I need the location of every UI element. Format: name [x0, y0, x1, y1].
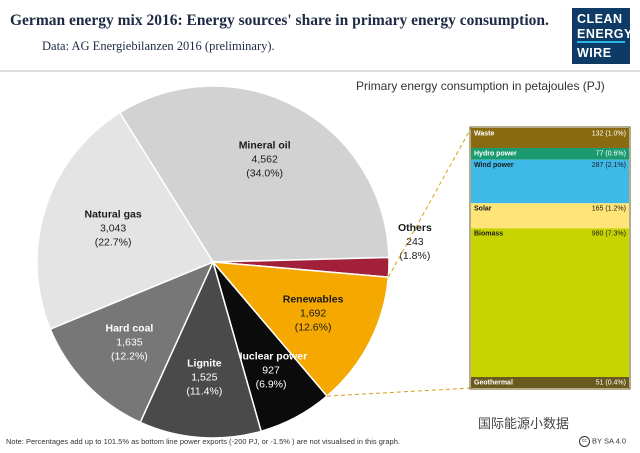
pie-label-mineral-oil-pct: (34.0%)	[246, 168, 283, 180]
bar-label-waste-value: 132 (1.0%)	[592, 130, 626, 137]
logo-line-1: CLEAN	[577, 12, 623, 26]
pie-label-lignite-value: 1,525	[191, 372, 217, 384]
bar-label-waste-name: Waste	[474, 130, 494, 137]
footnote: Note: Percentages add up to 101.5% as bo…	[6, 437, 400, 446]
chart-subtitle: Data: AG Energiebilanzen 2016 (prelimina…	[42, 39, 275, 53]
bar-label-solar-value: 165 (1.2%)	[592, 206, 626, 213]
bar-frame	[469, 126, 631, 390]
pie-label-renewables-pct: (12.6%)	[295, 321, 332, 333]
bar-label-geothermal-name: Geothermal	[474, 379, 513, 386]
bar-segment-waste	[471, 128, 629, 149]
pie-label-nuclear-power-pct: (6.9%)	[256, 378, 287, 390]
pie-label-renewables-name: Renewables	[283, 293, 344, 305]
pie-slice-renewables	[211, 261, 390, 398]
bar-label-biomass-name: Biomass	[474, 231, 503, 238]
header-divider	[0, 70, 640, 72]
pie-label-nuclear-power-name: Nuclear power	[235, 350, 307, 362]
header: German energy mix 2016: Energy sources' …	[0, 0, 640, 70]
connector-top	[387, 127, 472, 278]
bar-label-solar-name: Solar	[474, 206, 492, 213]
pie-label-hard-coal-value: 1,635	[116, 336, 142, 348]
bar-label-biomass-value: 980 (7.3%)	[592, 231, 626, 238]
pie-label-hard-coal-pct: (12.2%)	[111, 350, 148, 362]
logo-line-3: WIRE	[577, 46, 612, 60]
pie-label-mineral-oil-name: Mineral oil	[239, 140, 291, 152]
pie-label-mineral-oil-value: 4,562	[252, 154, 278, 166]
pie-slice-hard-coal	[49, 260, 215, 424]
pie-to-bar-connectors	[326, 127, 472, 397]
license-text: BY SA 4.0	[592, 436, 627, 446]
chart-title: German energy mix 2016: Energy sources' …	[10, 12, 549, 29]
bar-segment-geothermal	[471, 377, 629, 388]
bar-label-hydro-power-name: Hydro power	[474, 150, 517, 157]
bar-label-wind-power-name: Wind power	[474, 162, 514, 169]
pie-label-renewables-value: 1,692	[300, 307, 326, 319]
pie-chart: Mineral oil 4,562 (34.0%) Others 243 (1.8%) Re…	[36, 85, 432, 439]
pie-label-natural-gas-value: 3,043	[100, 222, 126, 234]
clean-energy-wire-logo: CLEAN ENERGY WIRE	[572, 8, 633, 64]
connector-bottom	[326, 387, 472, 397]
pie-label-others-value: 243	[406, 236, 424, 248]
watermark: 国际能源小数据	[478, 416, 570, 431]
bar-label-hydro-power-value: 77 (0.6%)	[596, 150, 626, 157]
pie-label-natural-gas-name: Natural gas	[85, 208, 142, 220]
bar-segment-solar	[471, 203, 629, 229]
pie-label-lignite-name: Lignite	[187, 358, 222, 370]
unit-label: Primary energy consumption in petajoules…	[356, 79, 605, 93]
pie-slice-natural-gas	[36, 111, 215, 331]
pie-label-nuclear-power-value: 927	[262, 364, 280, 376]
bar-segment-wind-power	[471, 159, 629, 204]
bar-segment-biomass	[471, 228, 629, 377]
pie-label-lignite-pct: (11.4%)	[186, 386, 222, 398]
logo-accent-bar	[577, 41, 625, 43]
pie-slice-lignite	[139, 259, 263, 439]
logo-line-2: ENERGY	[577, 27, 633, 41]
bar-label-geothermal-value: 51 (0.4%)	[596, 379, 626, 386]
cc-icon: cc	[579, 436, 590, 447]
bar-segment-hydro-power	[471, 148, 629, 160]
pie-label-others-pct: (1.8%)	[399, 250, 430, 262]
pie-label-hard-coal-name: Hard coal	[105, 322, 153, 334]
pie-label-natural-gas-pct: (22.7%)	[95, 236, 132, 248]
renewables-breakdown-bar: Waste 132 (1.0%) Hydro power 77 (0.6%) Wind …	[469, 126, 631, 390]
pie-slice-mineral-oil	[118, 85, 390, 263]
license: cc BY SA 4.0	[579, 436, 626, 447]
bar-label-wind-power-value: 287 (2.1%)	[592, 162, 626, 169]
pie-label-others-name: Others	[398, 222, 432, 234]
